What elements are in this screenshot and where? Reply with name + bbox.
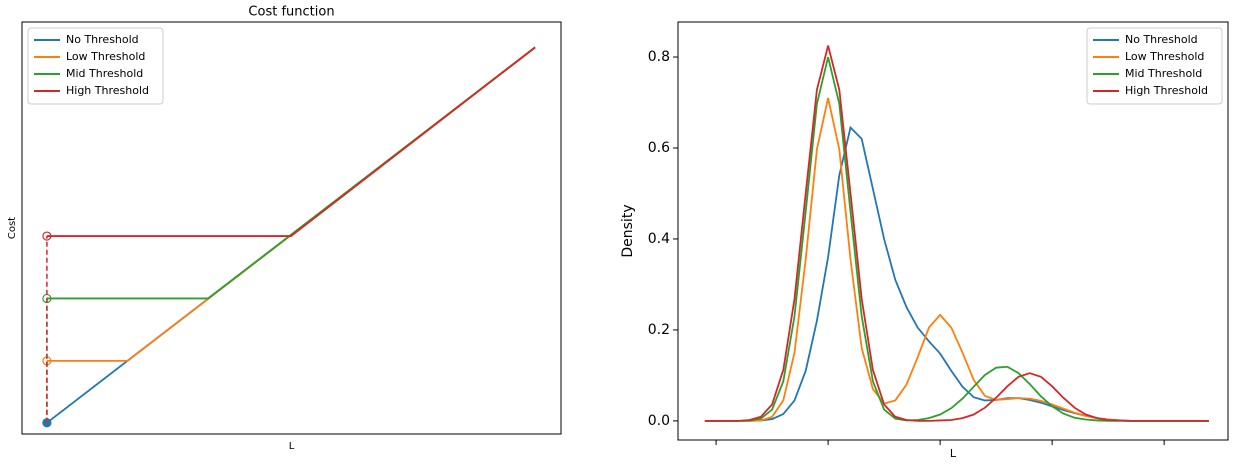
legend-label: Mid Threshold <box>66 67 143 80</box>
y-axis-label: Density <box>620 204 636 257</box>
y-axis-label: Cost <box>7 217 18 239</box>
legend-label: High Threshold <box>1125 84 1208 97</box>
x-axis-label: L <box>950 447 957 460</box>
legend-label: High Threshold <box>66 84 149 97</box>
legend-label: No Threshold <box>66 33 139 46</box>
plot-frame <box>677 21 1229 441</box>
plot-frame <box>21 21 562 435</box>
y-tick-label: 0.8 <box>648 49 670 65</box>
legend-label: No Threshold <box>1125 33 1198 46</box>
legend-label: Low Threshold <box>1125 50 1204 63</box>
y-tick-label: 0.0 <box>648 413 670 429</box>
legend-label: Mid Threshold <box>1125 67 1202 80</box>
chart-title: Cost function <box>248 5 334 20</box>
legend-label: Low Threshold <box>66 50 145 63</box>
y-tick-label: 0.4 <box>648 231 670 247</box>
series-line <box>46 46 536 237</box>
start-marker <box>42 231 52 241</box>
y-tick-label: 0.6 <box>648 140 670 156</box>
series-line <box>704 97 1209 422</box>
legend-box <box>27 27 164 105</box>
series-line <box>704 56 1209 422</box>
legend-box <box>1086 27 1223 105</box>
x-axis-label: L <box>289 441 295 452</box>
y-tick-label: 0.2 <box>648 322 670 338</box>
series-line <box>704 45 1209 422</box>
